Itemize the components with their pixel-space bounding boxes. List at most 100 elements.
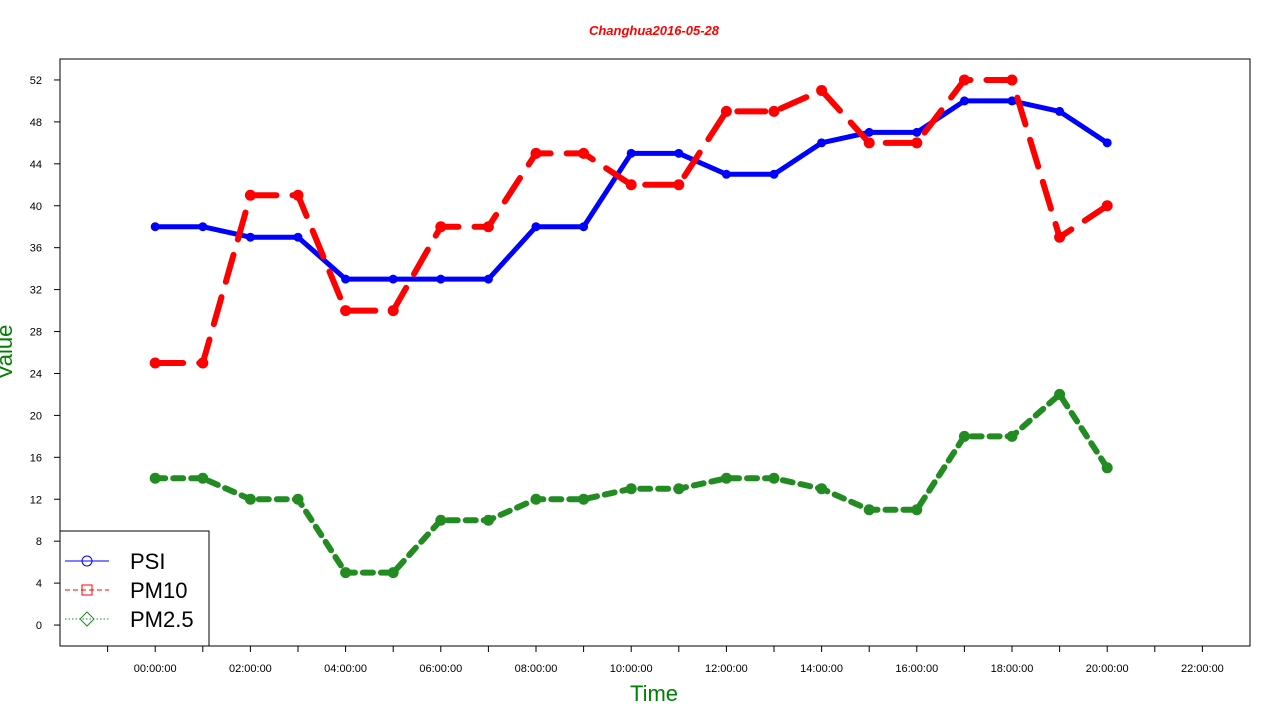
- y-tick-label: 0: [36, 620, 42, 632]
- x-axis: 00:00:00 02:00:00 04:00:00 06:00:00 08:00:00…: [107, 646, 1224, 675]
- data-point: [1101, 462, 1113, 474]
- y-tick-label: 4: [36, 578, 42, 590]
- data-point: [958, 430, 970, 442]
- legend-label: PM10: [130, 578, 187, 603]
- legend-label: PM2.5: [130, 607, 194, 632]
- y-tick-label: 40: [30, 201, 42, 213]
- y-tick-label: 52: [30, 75, 42, 87]
- data-point: [435, 221, 447, 233]
- x-tick-label: 08:00:00: [515, 663, 558, 675]
- legend: PSI PM10 PM2.5: [59, 530, 210, 647]
- x-tick-label: 20:00:00: [1086, 663, 1129, 675]
- data-point: [959, 96, 969, 106]
- y-tick-label: 24: [30, 368, 42, 380]
- data-point: [673, 483, 685, 495]
- legend-marker: [79, 611, 95, 627]
- data-point: [198, 222, 208, 232]
- data-point: [1007, 96, 1017, 106]
- data-point: [531, 222, 541, 232]
- data-point: [817, 138, 827, 148]
- x-tick-label: 10:00:00: [610, 663, 653, 675]
- data-point: [244, 189, 256, 201]
- y-tick-label: 48: [30, 117, 42, 129]
- data-point: [245, 232, 255, 242]
- data-point: [579, 222, 589, 232]
- data-point: [1054, 231, 1066, 243]
- data-point: [387, 567, 399, 579]
- data-point: [911, 504, 923, 516]
- data-point: [340, 305, 352, 317]
- y-tick-label: 12: [30, 494, 42, 506]
- x-axis-label: Time: [630, 681, 678, 706]
- y-tick-label: 28: [30, 327, 42, 339]
- x-tick-label: 12:00:00: [705, 663, 748, 675]
- x-tick-label: 18:00:00: [991, 663, 1034, 675]
- data-point: [197, 357, 209, 369]
- data-point: [197, 472, 209, 484]
- data-point: [436, 274, 446, 284]
- x-tick-label: 00:00:00: [134, 663, 177, 675]
- legend-label: PSI: [130, 549, 165, 574]
- plot-frame: [59, 58, 1251, 647]
- data-point: [292, 189, 304, 201]
- y-tick-label: 16: [30, 452, 42, 464]
- legend-marker: [81, 555, 93, 567]
- data-point: [720, 472, 732, 484]
- data-point: [863, 137, 875, 149]
- data-point: [1055, 106, 1065, 116]
- data-point: [482, 514, 494, 526]
- data-point: [530, 147, 542, 159]
- x-tick-label: 22:00:00: [1181, 663, 1224, 675]
- data-point: [340, 567, 352, 579]
- data-point: [482, 221, 494, 233]
- data-point: [958, 74, 970, 86]
- x-tick-label: 02:00:00: [229, 663, 272, 675]
- data-point: [578, 493, 590, 505]
- y-tick-label: 36: [30, 243, 42, 255]
- data-point: [1101, 200, 1113, 212]
- x-tick-label: 06:00:00: [419, 663, 462, 675]
- y-tick-label: 44: [30, 159, 42, 171]
- data-point: [483, 274, 493, 284]
- series-line-pm10: [152, 76, 1111, 366]
- data-point: [244, 493, 256, 505]
- data-point: [816, 483, 828, 495]
- x-tick-label: 14:00:00: [800, 663, 843, 675]
- data-point: [863, 504, 875, 516]
- data-point: [911, 137, 923, 149]
- data-point: [293, 232, 303, 242]
- data-point: [292, 493, 304, 505]
- data-point: [578, 147, 590, 159]
- chart-title: Changhua2016-05-28: [589, 23, 720, 38]
- data-point: [149, 472, 161, 484]
- data-point: [912, 127, 922, 137]
- data-point: [1006, 430, 1018, 442]
- data-point: [768, 472, 780, 484]
- data-point: [435, 514, 447, 526]
- data-point: [341, 274, 351, 284]
- legend-box: [59, 530, 210, 647]
- y-axis-label: Value: [0, 325, 17, 380]
- data-point: [625, 483, 637, 495]
- data-point: [673, 179, 685, 191]
- data-point: [721, 169, 731, 179]
- data-point: [530, 493, 542, 505]
- x-tick-label: 16:00:00: [895, 663, 938, 675]
- data-point: [816, 84, 828, 96]
- series-layer: [149, 74, 1113, 579]
- x-tick-label: 04:00:00: [324, 663, 367, 675]
- y-tick-label: 20: [30, 410, 42, 422]
- y-tick-label: 32: [30, 285, 42, 297]
- data-point: [864, 127, 874, 137]
- data-point: [626, 148, 636, 158]
- data-point: [769, 169, 779, 179]
- data-point: [625, 179, 637, 191]
- data-point: [387, 305, 399, 317]
- data-point: [388, 274, 398, 284]
- y-tick-label: 8: [36, 536, 42, 548]
- data-point: [1102, 138, 1112, 148]
- data-point: [768, 105, 780, 117]
- data-point: [1006, 74, 1018, 86]
